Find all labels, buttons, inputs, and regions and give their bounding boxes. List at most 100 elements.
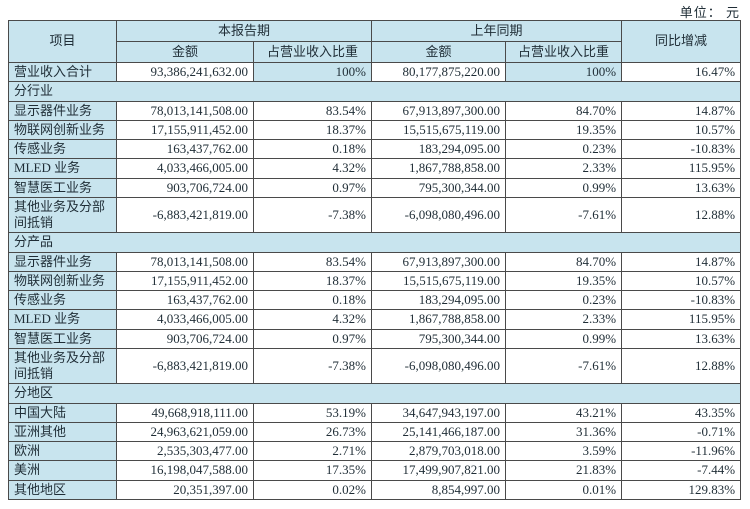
current-amount-cell: 78,013,141,508.00 — [116, 251, 254, 272]
item-label-cell: 传感业务 — [8, 289, 117, 311]
item-label-cell: 传感业务 — [8, 138, 117, 160]
prior-pct-cell: 0.01% — [505, 479, 623, 500]
prior-amount-cell: 80,177,875,220.00 — [371, 61, 507, 83]
current-pct-cell: 53.19% — [252, 402, 373, 423]
item-label-cell: 物联网创新业务 — [8, 119, 117, 141]
yoy-cell: 12.88% — [621, 196, 742, 234]
section-title-cell: 分行业 — [7, 81, 742, 102]
table-header: 项目 本报告期 上年同期 同比增减 金额 占营业收入比重 金额 占营业收入比重 — [8, 20, 742, 63]
current-amount-cell: 4,033,466,005.00 — [116, 309, 254, 330]
yoy-cell: -7.44% — [621, 460, 742, 481]
current-amount-cell: 17,155,911,452.00 — [116, 270, 254, 292]
column-header-prior-pct: 占营业收入比重 — [505, 41, 623, 63]
yoy-cell: 129.83% — [621, 479, 742, 500]
current-amount-cell: 163,437,762.00 — [116, 138, 254, 160]
current-amount-cell: 20,351,397.00 — [116, 479, 254, 500]
table-row: MLED 业务 4,033,466,005.00 4.32% 1,867,788,85… — [8, 158, 742, 179]
yoy-cell: 14.87% — [621, 100, 742, 121]
prior-amount-cell: 795,300,344.00 — [371, 177, 507, 198]
prior-amount-cell: 183,294,095.00 — [371, 138, 507, 160]
prior-amount-cell: -6,098,080,496.00 — [371, 196, 507, 234]
item-label-cell: 显示器件业务 — [8, 100, 117, 121]
current-amount-cell: 24,963,621,059.00 — [116, 421, 254, 443]
item-label-cell: MLED 业务 — [8, 309, 117, 330]
yoy-cell: -0.71% — [621, 421, 742, 443]
prior-amount-cell: 795,300,344.00 — [371, 328, 507, 349]
current-amount-cell: 93,386,241,632.00 — [116, 61, 254, 83]
current-amount-cell: 16,198,047,588.00 — [116, 460, 254, 481]
current-pct-cell: 17.35% — [252, 460, 373, 481]
current-pct-cell: -7.38% — [252, 196, 373, 234]
current-pct-cell: 4.32% — [252, 158, 373, 179]
item-label-cell: 显示器件业务 — [8, 251, 117, 272]
current-amount-cell: 163,437,762.00 — [116, 289, 254, 311]
prior-pct-cell: 0.99% — [505, 328, 623, 349]
prior-pct-cell: 0.23% — [505, 289, 623, 311]
yoy-cell: -11.96% — [621, 440, 742, 462]
current-amount-cell: -6,883,421,819.00 — [116, 196, 254, 234]
item-label-cell: 智慧医工业务 — [8, 177, 117, 198]
current-pct-cell: 0.97% — [252, 177, 373, 198]
current-amount-cell: -6,883,421,819.00 — [116, 347, 254, 385]
table-row: 中国大陆 49,668,918,111.00 53.19% 34,647,943,19… — [8, 402, 742, 423]
yoy-cell: -10.83% — [621, 138, 742, 160]
item-label-cell: 营业收入合计 — [8, 61, 117, 83]
table-row: 传感业务 163,437,762.00 0.18% 183,294,095.00 0.2… — [8, 138, 742, 160]
current-amount-cell: 78,013,141,508.00 — [116, 100, 254, 121]
table-row: 传感业务 163,437,762.00 0.18% 183,294,095.00 0.2… — [8, 289, 742, 311]
prior-amount-cell: 183,294,095.00 — [371, 289, 507, 311]
table-row: 物联网创新业务 17,155,911,452.00 18.37% 15,515,675… — [8, 119, 742, 141]
prior-pct-cell: 100% — [505, 61, 623, 83]
current-pct-cell: 83.54% — [252, 100, 373, 121]
current-amount-cell: 2,535,303,477.00 — [116, 440, 254, 462]
table-row: 智慧医工业务 903,706,724.00 0.97% 795,300,344.00 0… — [8, 328, 742, 349]
prior-amount-cell: 67,913,897,300.00 — [371, 251, 507, 272]
item-label-cell: 物联网创新业务 — [8, 270, 117, 292]
yoy-cell: 13.63% — [621, 328, 742, 349]
section-row: 分地区 — [7, 383, 742, 404]
table-row: MLED 业务 4,033,466,005.00 4.32% 1,867,788,85… — [8, 309, 742, 330]
current-pct-cell: 0.97% — [252, 328, 373, 349]
prior-pct-cell: -7.61% — [505, 196, 623, 234]
section-title-cell: 分产品 — [7, 232, 742, 253]
current-amount-cell: 49,668,918,111.00 — [116, 402, 254, 423]
yoy-cell: 13.63% — [621, 177, 742, 198]
column-header-prior-amount: 金额 — [371, 41, 507, 63]
item-label-cell: 其他业务及分部间抵销 — [8, 196, 117, 234]
item-label-cell: 美洲 — [8, 460, 117, 481]
current-amount-cell: 4,033,466,005.00 — [116, 158, 254, 179]
prior-pct-cell: 43.21% — [505, 402, 623, 423]
prior-amount-cell: 15,515,675,119.00 — [371, 270, 507, 292]
current-pct-cell: 2.71% — [252, 440, 373, 462]
prior-amount-cell: 17,499,907,821.00 — [371, 460, 507, 481]
prior-pct-cell: 84.70% — [505, 251, 623, 272]
prior-amount-cell: -6,098,080,496.00 — [371, 347, 507, 385]
yoy-cell: 14.87% — [621, 251, 742, 272]
current-pct-cell: -7.38% — [252, 347, 373, 385]
table-row: 智慧医工业务 903,706,724.00 0.97% 795,300,344.00 0… — [8, 177, 742, 198]
table-row: 欧洲 2,535,303,477.00 2.71% 2,879,703,018.00 3… — [8, 440, 742, 462]
prior-amount-cell: 67,913,897,300.00 — [371, 100, 507, 121]
column-header-current-amount: 金额 — [116, 41, 254, 63]
prior-amount-cell: 1,867,788,858.00 — [371, 158, 507, 179]
prior-pct-cell: 2.33% — [505, 158, 623, 179]
current-pct-cell: 83.54% — [252, 251, 373, 272]
column-header-yoy-change: 同比增减 — [621, 20, 742, 63]
revenue-table-body: 营业收入合计 93,386,241,632.00 100% 80,177,875,22… — [7, 61, 742, 500]
item-label-cell: 其他地区 — [8, 479, 117, 500]
current-pct-cell: 0.02% — [252, 479, 373, 500]
column-header-current-pct: 占营业收入比重 — [252, 41, 373, 63]
table-row: 显示器件业务 78,013,141,508.00 83.54% 67,913,897,… — [8, 251, 742, 272]
section-row: 分产品 — [7, 232, 742, 253]
yoy-cell: -10.83% — [621, 289, 742, 311]
item-label-cell: MLED 业务 — [8, 158, 117, 179]
prior-pct-cell: 3.59% — [505, 440, 623, 462]
item-label-cell: 欧洲 — [8, 440, 117, 462]
table-row-total: 营业收入合计 93,386,241,632.00 100% 80,177,875,22… — [8, 61, 742, 83]
unit-label: 单位： 元 — [679, 5, 740, 20]
prior-pct-cell: 0.99% — [505, 177, 623, 198]
prior-pct-cell: 0.23% — [505, 138, 623, 160]
prior-amount-cell: 15,515,675,119.00 — [371, 119, 507, 141]
table-row: 美洲 16,198,047,588.00 17.35% 17,499,907,821.… — [8, 460, 742, 481]
current-amount-cell: 17,155,911,452.00 — [116, 119, 254, 141]
